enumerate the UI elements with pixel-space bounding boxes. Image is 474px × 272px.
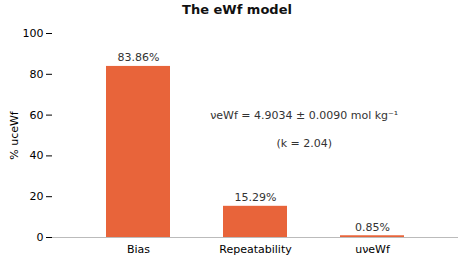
svg-text:0: 0 — [37, 231, 44, 244]
svg-text:Repeatability: Repeatability — [219, 243, 292, 256]
svg-text:uνeWf: uνeWf — [355, 243, 391, 256]
svg-text:83.86%: 83.86% — [118, 51, 160, 64]
svg-text:100: 100 — [23, 27, 44, 40]
html-text:The eWf model: The eWf model — [182, 2, 292, 17]
svg-text:80: 80 — [30, 68, 44, 81]
svg-text:20: 20 — [30, 190, 44, 203]
svg-text:60: 60 — [30, 109, 44, 122]
svg-text:15.29%: 15.29% — [235, 191, 277, 204]
svg-text:% uceWf: % uceWf — [8, 110, 21, 160]
svg-text:40: 40 — [30, 149, 44, 162]
svg-text:νeWf = 4.9034 ± 0.0090 mol kg⁻: νeWf = 4.9034 ± 0.0090 mol kg⁻¹ — [210, 109, 398, 122]
svg-text:(k = 2.04): (k = 2.04) — [276, 137, 332, 150]
svg-text:Bias: Bias — [127, 243, 150, 256]
svg-text:0.85%: 0.85% — [355, 221, 390, 234]
